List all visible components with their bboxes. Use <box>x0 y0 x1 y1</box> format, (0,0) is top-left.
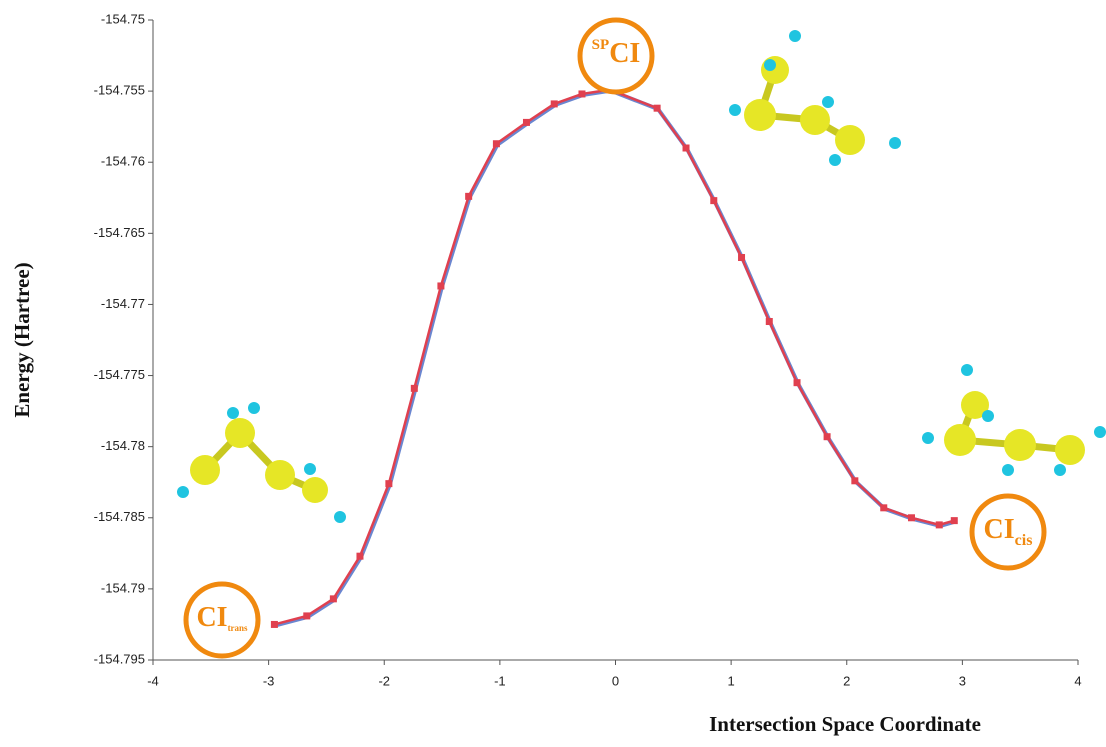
marker <box>523 119 530 126</box>
x-tick-label: 0 <box>612 673 619 688</box>
line <box>274 90 954 625</box>
marker <box>385 480 392 487</box>
marker <box>794 379 801 386</box>
y-tick-label: -154.75 <box>101 11 145 26</box>
molecule-right <box>922 364 1106 476</box>
y-tick-label: -154.775 <box>94 367 145 382</box>
annotation-text: CI <box>609 38 640 69</box>
chart: Intersection Space Coordinate Energy (Ha… <box>0 0 1106 742</box>
marker <box>493 140 500 147</box>
molecule-left <box>177 402 346 523</box>
annotation-sup: SP <box>592 37 610 53</box>
x-tick-label: 1 <box>728 673 735 688</box>
marker <box>330 595 337 602</box>
annotation-text: CI <box>196 602 227 633</box>
y-tick-label: -154.76 <box>101 154 145 169</box>
x-axis-title: Intersection Space Coordinate <box>709 712 981 736</box>
marker <box>738 254 745 261</box>
marker <box>411 385 418 392</box>
annotation-sub: trans <box>228 623 248 633</box>
annotation-text: CI <box>984 514 1015 545</box>
marker <box>951 517 958 524</box>
marker <box>437 282 444 289</box>
x-tick-label: 4 <box>1074 673 1081 688</box>
y-tick-label: -154.755 <box>94 83 145 98</box>
marker <box>271 621 278 628</box>
marker <box>851 477 858 484</box>
marker <box>465 193 472 200</box>
x-tick-label: -4 <box>147 673 159 688</box>
y-tick-label: -154.78 <box>101 438 145 453</box>
x-tick-label: -2 <box>378 673 390 688</box>
x-tick-label: -1 <box>494 673 506 688</box>
marker <box>654 105 661 112</box>
marker <box>683 145 690 152</box>
x-tick-label: 3 <box>959 673 966 688</box>
marker <box>578 90 585 97</box>
y-tick-label: -154.765 <box>94 225 145 240</box>
marker <box>908 514 915 521</box>
y-tick-label: -154.79 <box>101 580 145 595</box>
x-tick-label: 2 <box>843 673 850 688</box>
y-tick-label: -154.785 <box>94 509 145 524</box>
molecule-top <box>729 30 901 166</box>
annotation-sub: cis <box>1015 532 1033 549</box>
y-axis-title: Energy (Hartree) <box>10 262 34 417</box>
x-tick-label: -3 <box>263 673 275 688</box>
marker <box>824 433 831 440</box>
marker <box>551 100 558 107</box>
marker <box>303 612 310 619</box>
marker <box>880 504 887 511</box>
line-shadow <box>275 91 955 626</box>
y-tick-label: -154.795 <box>94 651 145 666</box>
marker <box>356 553 363 560</box>
marker <box>766 318 773 325</box>
y-tick-label: -154.77 <box>101 296 145 311</box>
marker <box>936 521 943 528</box>
marker <box>710 197 717 204</box>
